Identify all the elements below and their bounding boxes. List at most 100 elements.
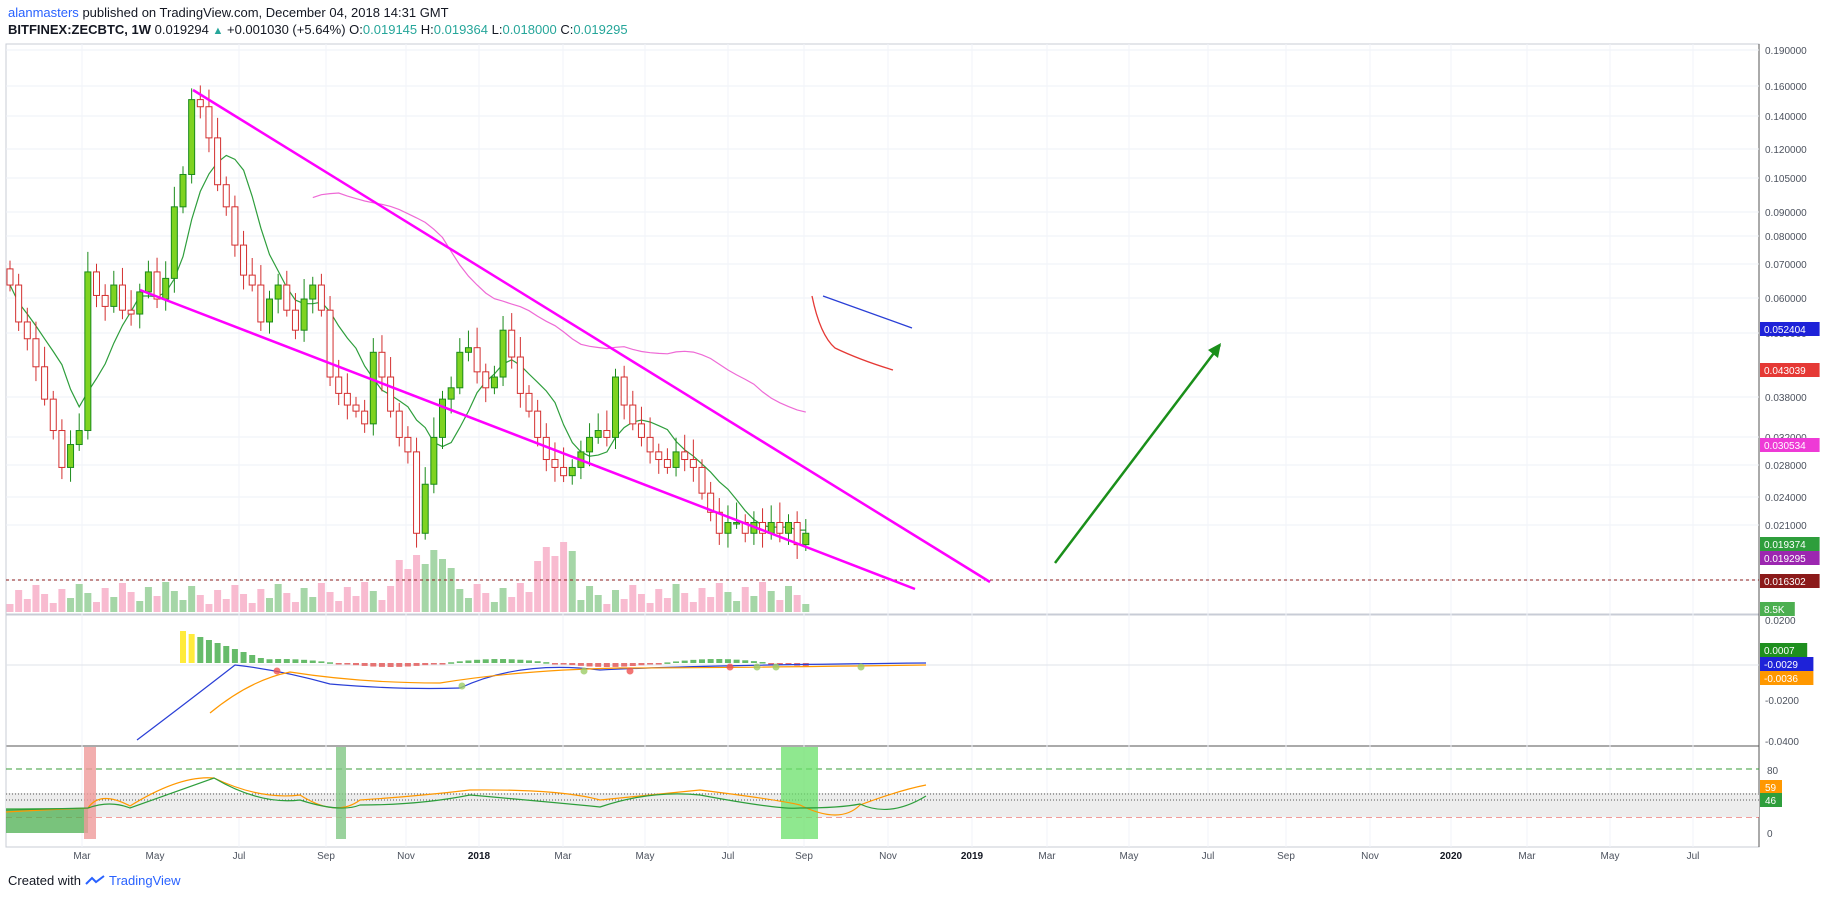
price-axis[interactable]: 0.190000 0.160000 0.140000 0.120000 0.105000…: [1760, 0, 1820, 840]
macd-pane: [6, 631, 1759, 741]
candle-body-71: [620, 376, 628, 406]
macd-hist-53: [465, 660, 472, 663]
rsi-signal-line: [5, 777, 927, 816]
macd-hist-64: [560, 663, 567, 665]
macd-hist-50: [439, 663, 446, 665]
candle-body-60: [525, 392, 533, 412]
volume-bar-80: [698, 588, 706, 612]
close-label: C:: [560, 22, 574, 37]
macd-hist-48: [422, 663, 429, 666]
volume-bar-88: [767, 591, 775, 612]
candle-body-0: [6, 268, 14, 286]
time-tick-7: Jul: [722, 851, 735, 862]
candle-body-78: [681, 451, 689, 461]
volume-bar-53: [464, 598, 472, 612]
tradingview-logo-icon: [85, 874, 105, 885]
macd-hist-23: [205, 640, 212, 663]
volume-bar-66: [577, 600, 585, 612]
macd-hist-51: [448, 662, 455, 664]
last-price: 0.019294: [154, 22, 209, 37]
macd-hist-72: [629, 663, 636, 667]
grid-lines: [6, 44, 1759, 847]
price-tick-6: 0.080000: [1765, 232, 1807, 243]
price-tick-2: 0.140000: [1765, 112, 1807, 123]
candle-body-1: [15, 284, 23, 323]
rsi-tick-0: 80: [1767, 766, 1779, 777]
volume-bar-59: [516, 583, 524, 612]
volume-bar-29: [257, 589, 265, 612]
rsi-pane: [5, 747, 1759, 839]
symbol-label[interactable]: BITFINEX:ZECBTC, 1W: [8, 22, 151, 37]
published-text: published on TradingView.com, December 0…: [82, 5, 449, 20]
macd-hist-26: [231, 649, 238, 663]
candle-body-43: [378, 351, 386, 378]
time-tick-11: Mar: [1038, 851, 1056, 862]
candle-body-27: [240, 244, 248, 276]
macd-hist-36: [318, 661, 325, 663]
volume-bar-68: [594, 595, 602, 612]
tradingview-brand[interactable]: TradingView: [108, 873, 181, 888]
volume-bar-76: [663, 598, 671, 612]
volume-bar-48: [421, 564, 429, 612]
macd-badge-2: [1760, 671, 1814, 685]
candle-body-19: [170, 206, 178, 279]
candle-body-74: [646, 436, 654, 453]
candle-body-8: [75, 430, 83, 446]
macd-hist-80: [699, 659, 705, 663]
candle-body-2: [23, 321, 31, 340]
macd-hist-44: [387, 663, 394, 667]
macd-hist-24: [214, 643, 221, 663]
macd-hist-86: [750, 661, 757, 663]
candle-body-29: [257, 284, 265, 323]
time-tick-9: Nov: [879, 851, 897, 862]
candle-body-83: [724, 522, 732, 534]
price-tick-1: 0.160000: [1765, 82, 1807, 93]
rsi-highlight-green-2: [781, 747, 818, 839]
volume-bar-78: [681, 593, 689, 612]
created-with-text: Created with: [8, 873, 81, 888]
macd-cross-dot-5: [753, 663, 761, 671]
candle-body-79: [689, 459, 697, 468]
candle-body-15: [136, 291, 144, 315]
volume-bar-83: [724, 592, 732, 612]
volume-bar-86: [750, 596, 758, 612]
macd-hist-31: [275, 659, 282, 663]
macd-hist-46: [404, 663, 411, 667]
volume-bar-50: [439, 559, 446, 612]
macd-tick-0: 0.0200: [1765, 616, 1796, 627]
candle-body-35: [309, 284, 317, 300]
time-tick-3: Nov: [397, 851, 415, 862]
volume-bar-47: [413, 555, 421, 612]
candle-body-34: [300, 298, 308, 331]
candle-body-51: [447, 387, 455, 400]
high-label: H:: [420, 22, 434, 37]
volume-bar-92: [802, 604, 810, 612]
volume-bar-0: [6, 604, 14, 612]
macd-tick-2: -0.0400: [1765, 737, 1799, 748]
macd-hist-69: [603, 663, 610, 667]
candle-body-90: [785, 522, 792, 534]
time-axis[interactable]: Mar Jul Sep Nov 2018 Mar May Jul Sep Nov 2019 Mar Ma…: [73, 851, 1699, 862]
volume-bar-21: [188, 586, 196, 612]
volume-bar-30: [266, 598, 273, 612]
candle-body-57: [499, 329, 507, 378]
candle-body-70: [612, 376, 619, 438]
author-link[interactable]: alanmasters: [8, 5, 79, 20]
candle-body-80: [698, 466, 706, 494]
volume-bar-4: [41, 594, 49, 612]
time-tick-12: May: [1120, 851, 1139, 862]
red-ma-line: [811, 295, 894, 371]
volume-bar-42: [369, 591, 377, 612]
price-badge-text-2: 0.030534: [1764, 441, 1806, 452]
macd-hist-41: [361, 663, 368, 666]
rsi-badge-text-1: 46: [1765, 796, 1777, 807]
macd-hist-21: [188, 634, 195, 663]
time-tick-15: Nov: [1361, 851, 1379, 862]
price-tick-14: 0.021000: [1765, 521, 1807, 532]
macd-cross-dot-4: [726, 663, 734, 671]
price-badge-text-0: 0.052404: [1764, 325, 1806, 336]
candle-body-37: [326, 309, 334, 378]
volume-bar-84: [733, 601, 741, 612]
trend-drawings[interactable]: [139, 88, 1221, 591]
